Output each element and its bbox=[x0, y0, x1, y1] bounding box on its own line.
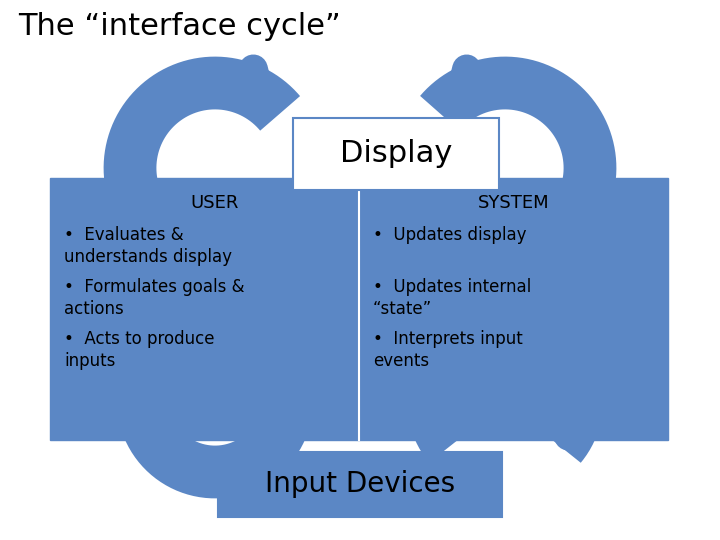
Bar bbox=[293, 118, 499, 190]
Bar bbox=[50, 178, 668, 440]
Text: •  Acts to produce
inputs: • Acts to produce inputs bbox=[64, 330, 215, 369]
Text: •  Updates internal
“state”: • Updates internal “state” bbox=[373, 278, 531, 318]
Text: USER: USER bbox=[190, 194, 239, 212]
Text: •  Formulates goals &
actions: • Formulates goals & actions bbox=[64, 278, 245, 318]
Text: •  Evaluates &
understands display: • Evaluates & understands display bbox=[64, 226, 232, 266]
Bar bbox=[218, 452, 502, 517]
Text: SYSTEM: SYSTEM bbox=[477, 194, 549, 212]
Text: Display: Display bbox=[340, 139, 452, 168]
Text: •  Updates display: • Updates display bbox=[373, 226, 526, 244]
Text: Input Devices: Input Devices bbox=[265, 470, 455, 498]
Text: •  Interprets input
events: • Interprets input events bbox=[373, 330, 523, 369]
Text: The “interface cycle”: The “interface cycle” bbox=[18, 12, 341, 41]
